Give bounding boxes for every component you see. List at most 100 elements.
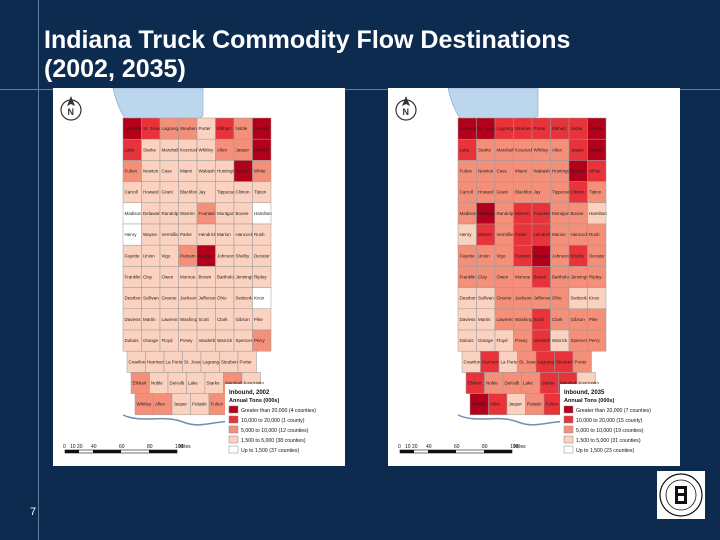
- legend-label: 10,000 to 20,000 (1 county): [241, 418, 305, 424]
- county-label: Sullivan: [478, 296, 494, 301]
- county-label: Putnam: [515, 253, 531, 258]
- county-label: Fulton: [460, 169, 473, 174]
- county-label: Hancock: [571, 232, 589, 237]
- county-label: Orange: [478, 338, 494, 343]
- county-label: Marion: [552, 232, 566, 237]
- county-label: Jackson: [515, 296, 532, 301]
- county-label: Kosciusko: [579, 381, 600, 386]
- scale-label: 80: [482, 444, 488, 450]
- legend-swatch: [228, 405, 239, 414]
- county-label: Spencer: [571, 338, 588, 343]
- county-label: Lagrange: [203, 359, 223, 364]
- county-label: Henry: [125, 232, 138, 237]
- county-label: Lagrange: [162, 126, 182, 131]
- county-label: Union: [143, 253, 155, 258]
- county-label: La Porte: [166, 359, 184, 364]
- county-label: Washington: [180, 317, 204, 322]
- legend-swatch: [563, 425, 574, 434]
- county-label: Jackson: [180, 296, 197, 301]
- county-label: Lagrange: [497, 126, 517, 131]
- county-label: Fulton: [211, 402, 224, 407]
- county-label: Grant: [162, 190, 174, 195]
- scale-label: 80: [147, 444, 153, 450]
- county-label: Blackford: [180, 190, 199, 195]
- county-shape: [587, 329, 607, 352]
- county-label: Vermillion: [497, 232, 517, 237]
- county-label: Clinton: [236, 190, 251, 195]
- county-label: St. Joseph: [184, 359, 206, 364]
- county-label: Fountain: [199, 211, 217, 216]
- county-label: Steuben: [556, 359, 573, 364]
- county-label: Sullivan: [143, 296, 159, 301]
- county-label: Rush: [589, 232, 600, 237]
- county-label: Delaware: [478, 211, 498, 216]
- county-label: Fayette: [125, 253, 141, 258]
- county-label: Greene: [497, 296, 513, 301]
- county-label: Fulton: [125, 169, 138, 174]
- county-label: Gibson: [236, 317, 251, 322]
- legend-label: 1,500 to 5,000 (38 counties): [241, 438, 306, 444]
- county-shape: [252, 329, 272, 352]
- county-label: Fayette: [460, 253, 476, 258]
- county-label: Noble: [571, 126, 583, 131]
- county-label: Jennings: [236, 275, 255, 280]
- legend-label: Up to 1,500 (37 counties): [241, 448, 300, 454]
- county-label: Miami: [515, 169, 527, 174]
- vertical-rule: [38, 0, 39, 540]
- county-label: Morgan: [199, 253, 215, 258]
- county-label: Starke: [542, 381, 556, 386]
- county-label: Gibson: [571, 317, 586, 322]
- county-label: Hamilton: [589, 211, 607, 216]
- county-label: Jasper: [509, 402, 523, 407]
- county-label: Pike: [589, 317, 598, 322]
- county-label: Jennings: [571, 275, 590, 280]
- county-label: DeKalb: [170, 381, 185, 386]
- county-label: Spencer: [236, 338, 253, 343]
- county-label: Orange: [143, 338, 159, 343]
- county-label: Jasper: [236, 147, 250, 152]
- county-label: Scott: [534, 317, 545, 322]
- county-label: Warrick: [217, 338, 233, 343]
- county-label: Lawrence: [162, 317, 182, 322]
- county-label: Porter: [575, 359, 588, 364]
- county-label: Carroll: [125, 190, 138, 195]
- legend-swatch: [563, 435, 574, 444]
- county-label: La Porte: [125, 126, 143, 131]
- county-label: Jefferson: [534, 296, 553, 301]
- county-label: DeKalb: [254, 126, 269, 131]
- scale-label: Miles: [179, 444, 191, 450]
- county-label: Marshall: [225, 381, 242, 386]
- county-label: Carroll: [460, 190, 473, 195]
- county-label: Pulaski: [527, 402, 542, 407]
- county-label: Vanderburgh: [199, 338, 225, 343]
- county-label: Parke: [515, 232, 527, 237]
- county-label: Floyd: [497, 338, 509, 343]
- county-label: Knox: [589, 296, 600, 301]
- county-label: Allen: [490, 402, 501, 407]
- county-label: Vanderburgh: [534, 338, 560, 343]
- county-label: Ripley: [254, 275, 267, 280]
- scale-label: Miles: [514, 444, 526, 450]
- scale-label: 100: [175, 444, 184, 450]
- legend-label: 1,500 to 5,000 (31 counties): [576, 438, 641, 444]
- county-label: Vermillion: [162, 232, 182, 237]
- county-label: Lawrence: [497, 317, 517, 322]
- county-label: Franklin: [460, 275, 477, 280]
- county-label: Lake: [188, 381, 198, 386]
- county-label: Washington: [515, 317, 539, 322]
- county-label: Harrison: [482, 359, 500, 364]
- county-label: DeKalb: [589, 126, 604, 131]
- legend-label: Greater than 20,000 (7 counties): [576, 408, 651, 414]
- county-label: St. Joseph: [143, 126, 165, 131]
- county-label: Shelby: [236, 253, 251, 258]
- county-label: Perry: [254, 338, 266, 343]
- county-label: Rush: [254, 232, 265, 237]
- county-label: Noble: [236, 126, 248, 131]
- county-label: Porter: [534, 126, 547, 131]
- county-label: Jay: [534, 190, 542, 195]
- scale-label: 0: [398, 444, 401, 450]
